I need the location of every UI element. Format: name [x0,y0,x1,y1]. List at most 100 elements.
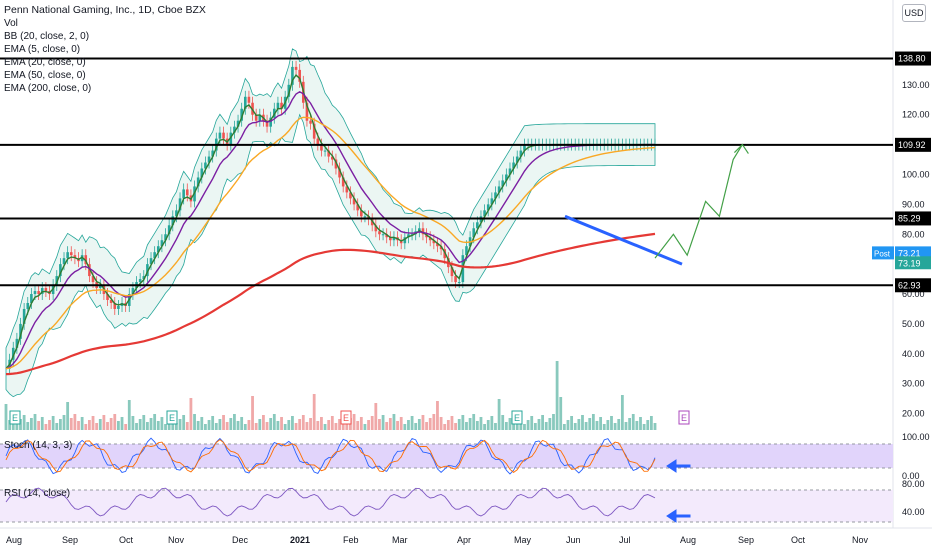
candle-body [378,231,381,235]
candle-body [490,198,494,205]
candle-body [436,243,439,247]
candle-body [418,228,421,232]
volume-bar [620,395,624,430]
volume-bar [309,418,312,430]
volume-bar [548,418,552,430]
candle-body [175,210,178,217]
volume-bar [222,415,225,430]
volume-bar [95,423,99,430]
candle-body [88,264,91,277]
earnings-marker-label: E [12,413,18,423]
volume-bar [573,423,577,430]
candle-body [265,120,269,127]
time-tick-label: Feb [343,535,359,545]
volume-bar [494,423,497,430]
volume-bar [87,420,91,430]
price-tick-label: 130.00 [902,80,930,90]
volume-bar [153,414,157,430]
volume-bar [639,417,642,430]
volume-bar [562,424,566,430]
earnings-marker-label: E [514,413,520,423]
price-tick-label: 120.00 [902,110,930,120]
candle-body [312,123,316,139]
volume-bar [218,419,222,430]
volume-bar [142,415,146,430]
legend-ema5: EMA (5, close, 0) [4,44,81,55]
volume-bar [258,419,262,430]
volume-bar [581,415,584,430]
volume-bar [392,414,396,430]
candle-body [164,234,167,241]
rsi-tick-label: 40.00 [902,507,925,517]
candle-body [55,276,59,286]
candle-body [334,159,338,169]
volume-bar [22,415,26,430]
price-tick-label: 20.00 [902,409,925,419]
volume-bar [385,422,389,430]
stoch-label: Stoch (14, 3, 3) [4,440,73,451]
candle-body [389,237,392,241]
volume-bar [497,399,501,430]
volume-bar [378,419,381,430]
volume-bar [225,422,229,430]
candle-body [450,267,454,277]
candle-body [370,219,374,226]
volume-bar [606,420,610,430]
candle-body [276,102,280,109]
volume-bar [193,414,196,430]
volume-bar [236,421,240,430]
volume-bar [490,416,494,430]
time-tick-label: May [514,535,532,545]
volume-bar [294,423,298,430]
volume-bar [233,414,236,430]
legend-ema50: EMA (50, close, 0) [4,70,86,81]
volume-bar [69,418,73,430]
volume-bar [327,420,331,430]
volume-bar [363,424,367,430]
candle-body [222,132,225,139]
earnings-marker-label: E [681,413,687,423]
currency-button[interactable]: USD [902,4,926,22]
volume-bar [156,421,160,430]
candle-body [349,192,352,199]
candle-body [254,114,258,121]
candle-body [146,264,149,277]
volume-bar [642,424,646,430]
candle-body [59,264,62,277]
volume-bar [624,422,628,430]
candle-body [185,189,189,196]
volume-bar [530,416,534,430]
volume-bar [240,417,244,430]
volume-bar [414,423,418,430]
last-price-value: 73.19 [898,258,921,268]
candle-body [11,347,15,360]
volume-bar [62,415,66,430]
candle-body [247,96,251,103]
last-price-badge [895,256,931,270]
price-tick-label: 60.00 [902,289,925,299]
volume-bar [461,415,465,430]
level-label: 138.80 [898,54,926,64]
candle-body [280,102,283,109]
volume-bar [124,424,128,430]
candle-body [512,162,515,169]
level-badge [895,51,931,66]
price-tick-label: 80.00 [902,229,925,239]
candle-body [117,305,120,309]
candle-body [131,288,135,295]
time-tick-label: Apr [457,535,471,545]
volume-bar [526,420,530,430]
candle-body [44,288,48,292]
candle-body [465,246,468,256]
volume-bar [421,415,425,430]
candle-body [196,177,200,187]
candle-body [15,338,19,348]
volume-bar [135,423,138,430]
candle-body [320,144,323,151]
rsi-tick-label: 80.00 [902,479,925,489]
candle-body [236,120,240,127]
candle-body [407,234,410,238]
time-tick-label: Sep [738,535,754,545]
candle-body [360,210,363,217]
